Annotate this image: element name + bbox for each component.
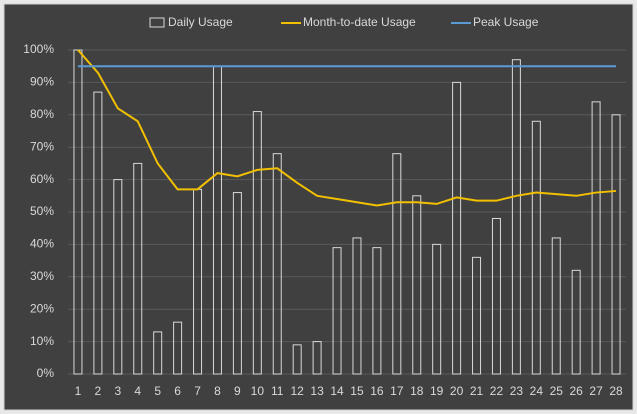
x-tick-label: 23: [510, 384, 524, 398]
x-tick-label: 22: [490, 384, 504, 398]
x-tick-label: 9: [234, 384, 241, 398]
bar: [252, 111, 262, 375]
x-tick-label: 13: [310, 384, 324, 398]
bar: [173, 321, 183, 375]
bar: [491, 217, 501, 375]
line: [77, 49, 617, 207]
bar: [372, 247, 382, 375]
x-tick-label: 5: [154, 384, 161, 398]
x-tick-label: 11: [271, 384, 284, 398]
x-tick-label: 14: [330, 384, 344, 398]
bar: [531, 120, 541, 375]
y-tick-label: 70%: [30, 139, 54, 153]
bar: [452, 81, 462, 375]
bar: [272, 153, 282, 375]
x-tick-label: 19: [430, 384, 444, 398]
x-tick-label: 20: [450, 384, 464, 398]
x-tick-label: 2: [95, 384, 102, 398]
x-tick-label: 3: [114, 384, 121, 398]
bar: [153, 331, 163, 375]
x-tick-label: 25: [550, 384, 564, 398]
y-tick-label: 0%: [37, 366, 55, 380]
bar: [113, 179, 123, 375]
y-tick-label: 40%: [30, 237, 54, 251]
bar: [412, 195, 422, 375]
bar: [352, 237, 362, 375]
bar: [511, 59, 521, 375]
bar: [591, 101, 601, 375]
x-tick-label: 24: [530, 384, 544, 398]
legend-swatch: [149, 17, 165, 28]
legend-label: Peak Usage: [473, 15, 539, 29]
x-tick-label: 28: [609, 384, 623, 398]
bar: [551, 237, 561, 375]
x-tick-label: 7: [194, 384, 201, 398]
bar: [292, 344, 302, 375]
y-tick-label: 10%: [30, 334, 54, 348]
x-tick-label: 21: [470, 384, 484, 398]
y-tick-label: 60%: [30, 172, 54, 186]
bar: [571, 269, 581, 375]
bar: [392, 153, 402, 375]
bar: [332, 247, 342, 375]
y-tick-label: 20%: [30, 301, 54, 315]
x-tick-label: 8: [214, 384, 221, 398]
bar: [432, 243, 442, 375]
legend-label: Daily Usage: [168, 15, 233, 29]
chart-background: [3, 3, 634, 411]
x-tick-label: 12: [290, 384, 304, 398]
x-tick-label: 4: [134, 384, 141, 398]
bar: [472, 256, 482, 375]
x-tick-label: 6: [174, 384, 181, 398]
y-tick-label: 90%: [30, 75, 54, 89]
x-tick-label: 10: [251, 384, 265, 398]
legend-label: Month-to-date Usage: [303, 15, 416, 29]
bar: [232, 192, 242, 375]
bar: [93, 91, 103, 375]
x-tick-label: 18: [410, 384, 424, 398]
x-tick-label: 17: [390, 384, 404, 398]
y-tick-label: 80%: [30, 107, 54, 121]
x-tick-label: 15: [350, 384, 364, 398]
x-tick-label: 27: [589, 384, 603, 398]
bar: [312, 341, 322, 375]
x-tick-label: 16: [370, 384, 384, 398]
y-tick-label: 100%: [23, 42, 54, 56]
y-tick-label: 30%: [30, 269, 54, 283]
bar: [133, 162, 143, 375]
x-tick-label: 26: [569, 384, 583, 398]
x-tick-label: 1: [75, 384, 82, 398]
y-tick-label: 50%: [30, 204, 54, 218]
bar: [611, 114, 621, 375]
